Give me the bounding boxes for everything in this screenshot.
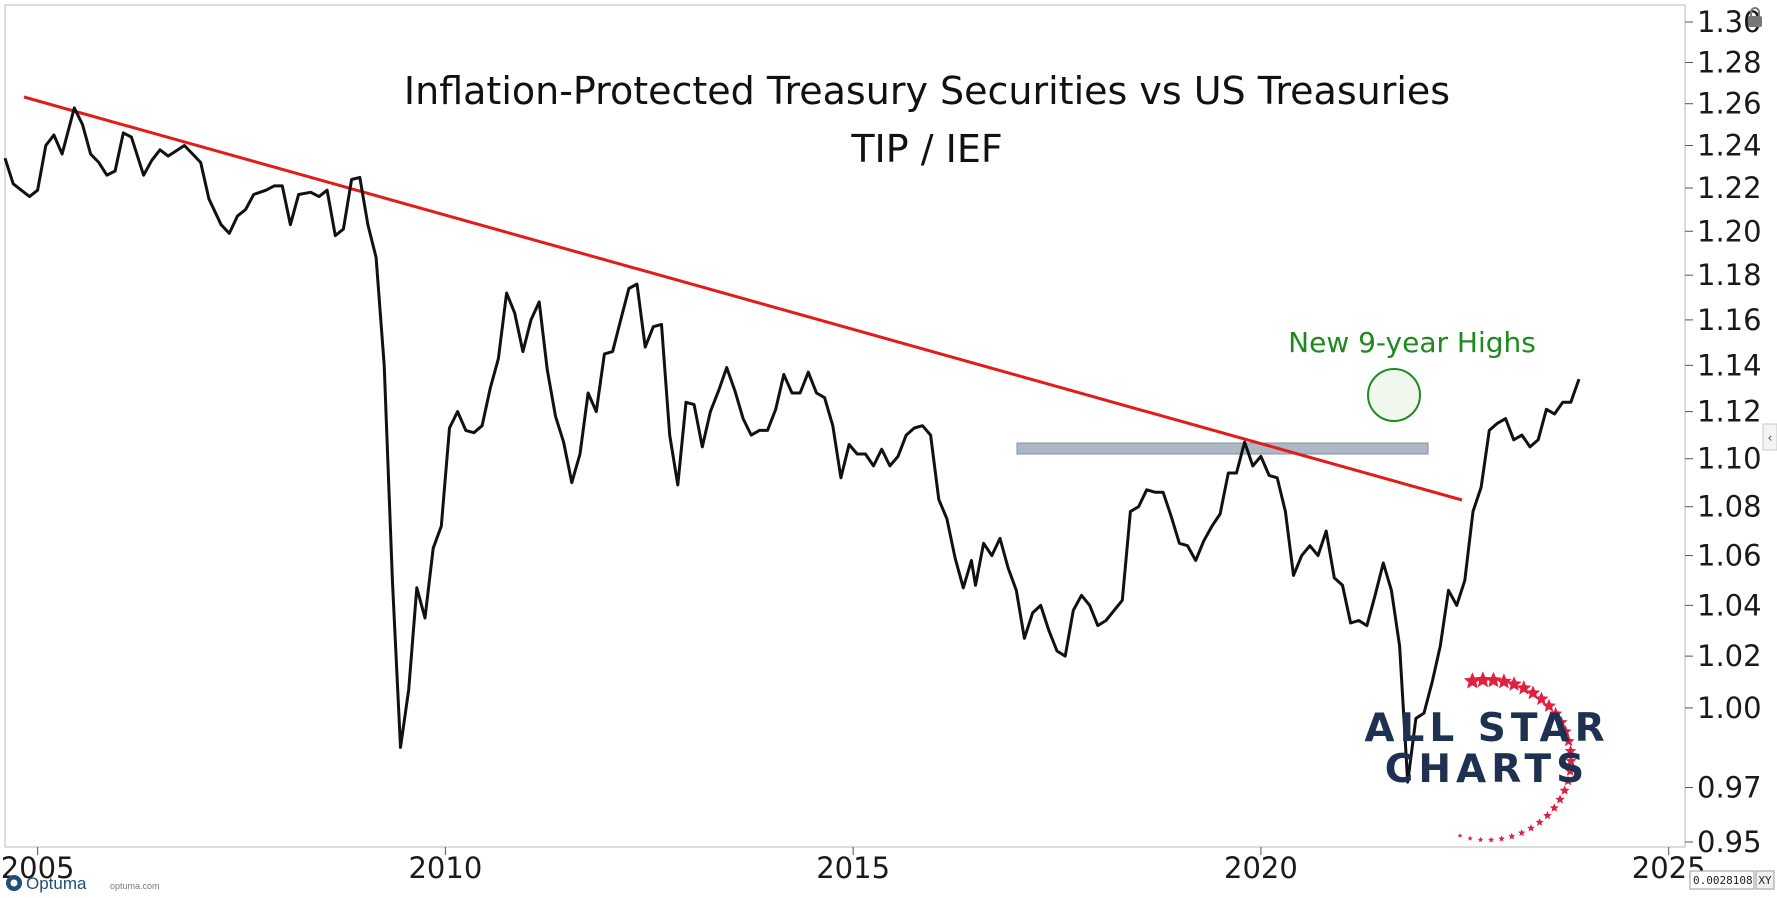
- logo-star: [1559, 785, 1570, 795]
- logo-star: [1543, 811, 1552, 820]
- logo-star: [1457, 833, 1463, 838]
- chart-subtitle: TIP / IEF: [850, 127, 1002, 171]
- y-tick-label: 1.04: [1697, 588, 1762, 622]
- panel-collapse-button[interactable]: ‹: [1762, 423, 1777, 451]
- logo-line2: CHARTS: [1385, 747, 1589, 792]
- xy-scale-toggle[interactable]: XY: [1755, 870, 1775, 890]
- logo-line1: ALL STAR: [1364, 706, 1609, 751]
- y-tick-label: 1.22: [1697, 171, 1762, 205]
- logo-star: [1506, 676, 1522, 691]
- y-tick-label: 1.06: [1697, 539, 1762, 573]
- x-tick-label: 2020: [1224, 851, 1298, 885]
- logo-star: [1463, 672, 1481, 689]
- downtrend-line: [23, 95, 1463, 502]
- chart-title: Inflation-Protected Treasury Securities …: [404, 69, 1450, 113]
- logo-star: [1564, 745, 1577, 756]
- logo-star: [1485, 671, 1502, 688]
- y-tick-label: 1.12: [1697, 395, 1762, 429]
- logo-star: [1554, 715, 1568, 728]
- x-tick-label: 2015: [816, 851, 890, 885]
- y-tick-label: 0.95: [1697, 825, 1762, 859]
- y-axis-ticks: 0.95 0.97 1.00 1.02 1.04 1.06 1.08 1.10 1.12 1.14…: [1685, 5, 1762, 859]
- scale-readout-box[interactable]: 0.0028108: [1689, 870, 1755, 890]
- y-tick-label: 1.20: [1697, 214, 1762, 248]
- logo-star: [1488, 836, 1495, 843]
- y-tick-label: 1.18: [1697, 258, 1762, 292]
- y-tick-label: 1.08: [1697, 490, 1762, 524]
- logo-star: [1508, 832, 1516, 840]
- all-star-charts-logo: ALL STAR CHARTS: [1364, 671, 1609, 843]
- logo-star: [1518, 829, 1526, 836]
- logo-star: [1496, 673, 1512, 689]
- y-tick-label: 1.10: [1697, 442, 1762, 476]
- y-tick-label: 1.02: [1697, 639, 1762, 673]
- x-tick-label: 2010: [408, 851, 482, 885]
- series-line-tip-ief: [3, 106, 1581, 784]
- y-tick-label: 1.14: [1697, 348, 1762, 382]
- logo-star: [1555, 794, 1565, 804]
- optuma-footer: Optuma optuma.com: [6, 874, 160, 893]
- y-tick-label: 1.24: [1697, 129, 1762, 163]
- optuma-logo-icon-inner: [10, 879, 18, 887]
- logo-star: [1498, 835, 1505, 842]
- logo-star: [1564, 765, 1576, 776]
- logo-star: [1559, 725, 1572, 737]
- logo-star: [1467, 835, 1473, 841]
- logo-star: [1549, 706, 1563, 720]
- support-zone: [1016, 442, 1429, 455]
- logo-star: [1534, 691, 1549, 706]
- logo-star: [1562, 775, 1574, 786]
- logo-star: [1527, 824, 1535, 832]
- chevron-left-icon: ‹: [1767, 431, 1772, 446]
- x-axis-ticks: 2005 2010 2015 2020 2025: [1, 847, 1706, 885]
- logo-star: [1525, 685, 1541, 700]
- new-high-circle: [1367, 368, 1421, 422]
- y-tick-label: 1.28: [1697, 46, 1762, 80]
- logo-star: [1477, 836, 1484, 843]
- logo-star-ring: [1457, 671, 1577, 843]
- xy-toggle-label: XY: [1758, 874, 1772, 887]
- y-tick-label: 1.26: [1697, 87, 1762, 121]
- logo-star: [1549, 803, 1559, 812]
- y-tick-label: 1.16: [1697, 303, 1762, 337]
- y-tick-label: 0.97: [1697, 771, 1762, 805]
- y-tick-label: 1.00: [1697, 691, 1762, 725]
- lock-icon[interactable]: [1748, 7, 1762, 27]
- logo-star: [1565, 755, 1577, 766]
- annotation-new-highs: New 9-year Highs: [1288, 326, 1536, 359]
- scale-readout-value: 0.0028108: [1693, 874, 1753, 887]
- logo-star: [1562, 734, 1575, 747]
- logo-star: [1474, 671, 1492, 688]
- optuma-url: optuma.com: [110, 881, 160, 891]
- optuma-brand: Optuma: [26, 874, 87, 893]
- logo-star: [1535, 818, 1544, 826]
- logo-star: [1542, 698, 1556, 712]
